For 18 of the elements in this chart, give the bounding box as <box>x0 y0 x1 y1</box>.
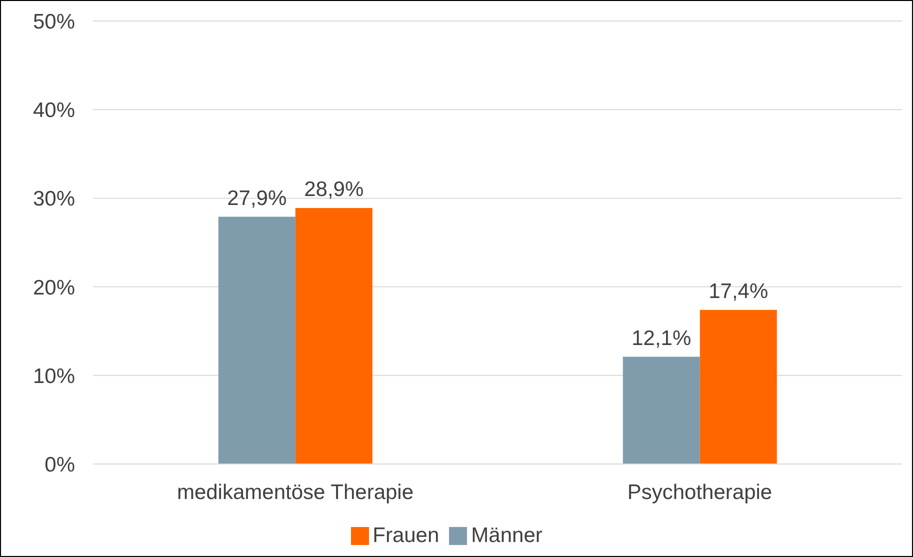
y-tick-label: 0% <box>44 453 75 476</box>
data-label: 17,4% <box>708 280 768 303</box>
x-tick-label: Psychotherapie <box>627 480 772 504</box>
bar <box>295 208 372 464</box>
data-label: 28,9% <box>304 178 364 201</box>
data-label: 12,1% <box>632 326 692 350</box>
bar <box>700 310 777 464</box>
legend-label: Frauen <box>372 524 440 547</box>
y-tick-label: 30% <box>32 188 75 211</box>
y-tick-label: 20% <box>32 276 75 300</box>
y-tick-label: 40% <box>32 99 75 122</box>
data-label: 27,9% <box>227 186 287 210</box>
bar <box>622 356 700 464</box>
bar <box>218 216 296 464</box>
y-tick-label: 50% <box>32 10 75 34</box>
y-tick-label: 10% <box>32 364 75 388</box>
legend-label: Männer <box>471 524 542 547</box>
x-tick-label: medikamentöse Therapie <box>176 480 414 504</box>
